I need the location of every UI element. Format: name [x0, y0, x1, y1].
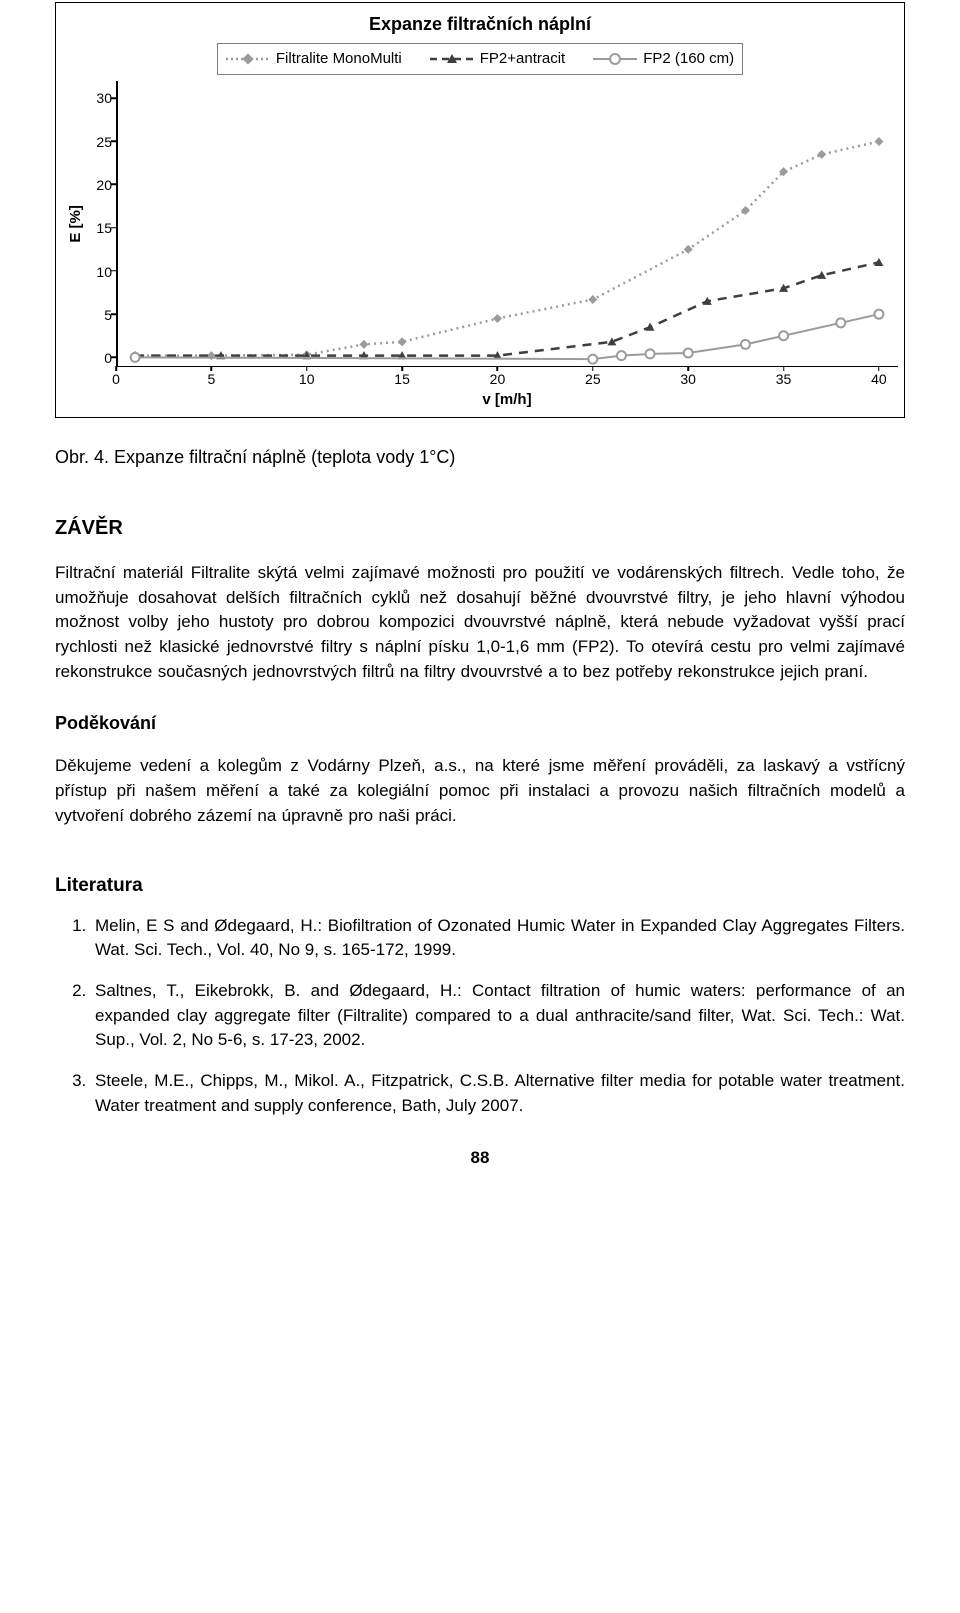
chart-xlabel: v [m/h]	[116, 389, 898, 411]
legend-swatch-solid-circle	[593, 51, 637, 67]
legend-swatch-dot-diamond	[226, 51, 270, 67]
chart-plot: E [%] 051015202530 0510152025303540 v [m…	[62, 81, 898, 411]
legend-item: Filtralite MonoMulti	[226, 48, 402, 70]
podekovani-heading: Poděkování	[55, 710, 905, 736]
legend-label: Filtralite MonoMulti	[276, 48, 402, 70]
legend-label: FP2+antracit	[480, 48, 565, 70]
chart-plot-area	[116, 81, 898, 367]
chart-ylabel: E [%]	[62, 81, 90, 367]
figure-caption: Obr. 4. Expanze filtrační náplně (teplot…	[55, 444, 905, 470]
chart-legend: Filtralite MonoMulti FP2+antracit FP2 (1…	[217, 43, 743, 75]
legend-label: FP2 (160 cm)	[643, 48, 734, 70]
page-number: 88	[55, 1146, 905, 1171]
podekovani-paragraph: Děkujeme vedení a kolegům z Vodárny Plze…	[55, 754, 905, 828]
legend-item: FP2 (160 cm)	[593, 48, 734, 70]
legend-item: FP2+antracit	[430, 48, 565, 70]
reference-item: Melin, E S and Ødegaard, H.: Biofiltrati…	[91, 914, 905, 963]
chart-xticks: 0510152025303540	[116, 367, 898, 389]
literatura-heading: Literatura	[55, 872, 905, 900]
chart-yticks: 051015202530	[90, 81, 116, 367]
zaver-paragraph: Filtrační materiál Filtralite skýtá velm…	[55, 561, 905, 684]
zaver-heading: ZÁVĚR	[55, 514, 905, 543]
chart-container: Expanze filtračních náplní Filtralite Mo…	[55, 2, 905, 418]
legend-swatch-dash-triangle	[430, 51, 474, 67]
chart-svg	[116, 81, 898, 366]
reference-item: Steele, M.E., Chipps, M., Mikol. A., Fit…	[91, 1069, 905, 1118]
references-list: Melin, E S and Ødegaard, H.: Biofiltrati…	[55, 914, 905, 1118]
chart-title: Expanze filtračních náplní	[62, 11, 898, 37]
reference-item: Saltnes, T., Eikebrokk, B. and Ødegaard,…	[91, 979, 905, 1053]
